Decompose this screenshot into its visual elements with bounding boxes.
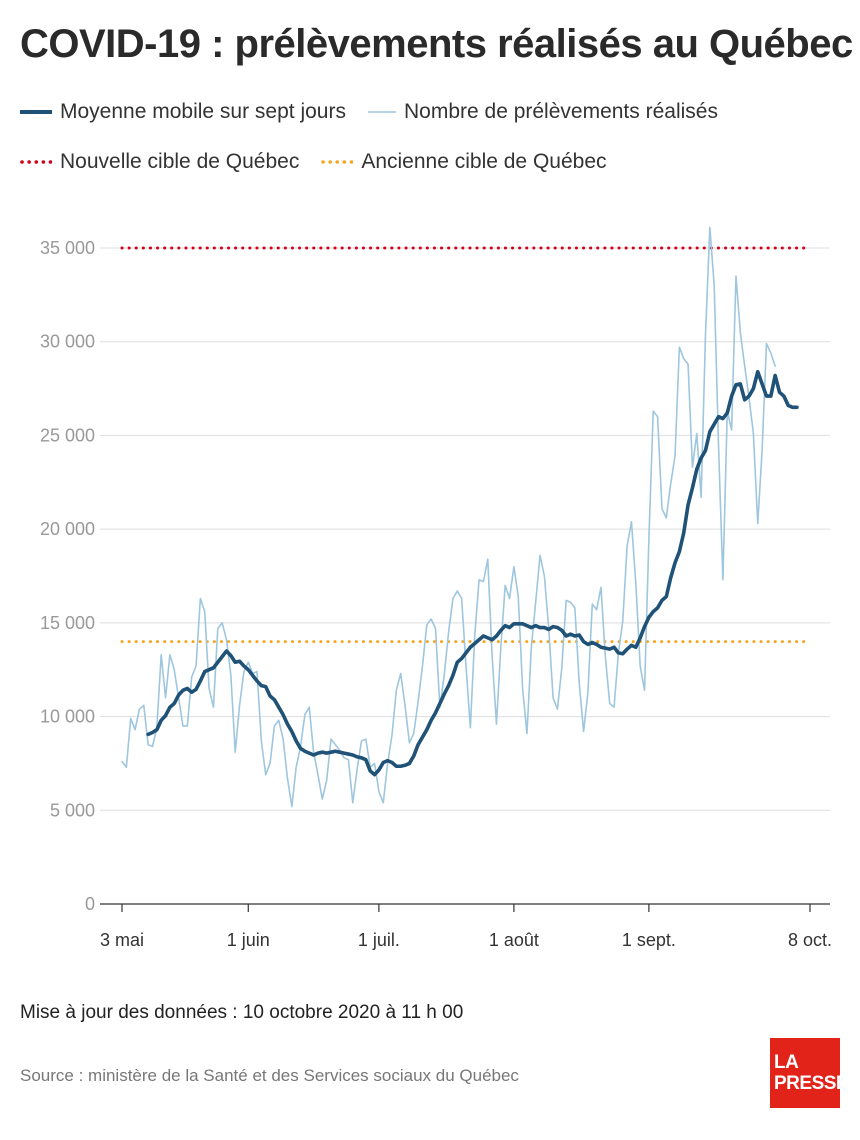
legend-row-1: Moyenne mobile sur sept jours Nombre de …: [20, 100, 740, 124]
legend-swatch-old-target: [321, 160, 354, 164]
x-tick-label: 1 sept.: [622, 930, 676, 950]
y-tick-label: 0: [85, 894, 95, 914]
y-tick-label: 10 000: [40, 707, 95, 727]
y-tick-label: 20 000: [40, 519, 95, 539]
chart-title: COVID-19 : prélèvements réalisés au Québ…: [20, 22, 853, 66]
x-tick-label: 8 oct.: [788, 930, 832, 950]
series-line-daily: [121, 226, 776, 808]
la-presse-logo: LA PRESSE: [770, 1038, 849, 1108]
legend-item-new-target: Nouvelle cible de Québec: [20, 150, 299, 174]
legend-item-avg: Moyenne mobile sur sept jours: [20, 100, 346, 124]
logo-line-2: PRESSE: [774, 1073, 849, 1094]
y-tick-label: 25 000: [40, 425, 95, 445]
update-note: Mise à jour des données : 10 octobre 202…: [20, 1002, 464, 1023]
legend-swatch-avg: [20, 110, 52, 114]
y-tick-label: 5 000: [50, 800, 95, 820]
grid-layer: [100, 247, 830, 905]
series-line-moving-average: [146, 369, 799, 777]
legend-item-old-target: Ancienne cible de Québec: [321, 150, 607, 174]
y-tick-label: 35 000: [40, 238, 95, 258]
legend-item-daily: Nombre de prélèvements réalisés: [367, 100, 718, 124]
axis-layer: 0 5 000 10 000 15 000 20 000 25 000 30 000 35 0…: [40, 238, 832, 950]
legend-swatch-daily: [367, 111, 396, 113]
legend-label-old-target: Ancienne cible de Québec: [361, 150, 607, 173]
y-tick-label: 30 000: [40, 332, 95, 352]
x-tick-label: 3 mai: [100, 930, 144, 950]
legend-swatch-new-target: [20, 160, 52, 164]
y-tick-label: 15 000: [40, 613, 95, 633]
x-tick-label: 1 juin: [227, 930, 270, 950]
legend-label-daily: Nombre de prélèvements réalisés: [403, 100, 718, 123]
series-layer: [121, 226, 799, 808]
source-note: Source : ministère de la Santé et des Se…: [20, 1066, 519, 1085]
reference-lines-layer: [120, 246, 812, 644]
x-tick-label: 1 juil.: [358, 930, 400, 950]
chart-area: 0 5 000 10 000 15 000 20 000 25 000 30 000 35 0…: [40, 226, 832, 950]
x-tick-label: 1 août: [489, 930, 539, 950]
legend-label-avg: Moyenne mobile sur sept jours: [60, 100, 346, 123]
logo-line-1: LA: [774, 1052, 799, 1073]
legend-row-2: Nouvelle cible de Québec Ancienne cible …: [20, 150, 629, 174]
legend-label-new-target: Nouvelle cible de Québec: [60, 150, 300, 173]
